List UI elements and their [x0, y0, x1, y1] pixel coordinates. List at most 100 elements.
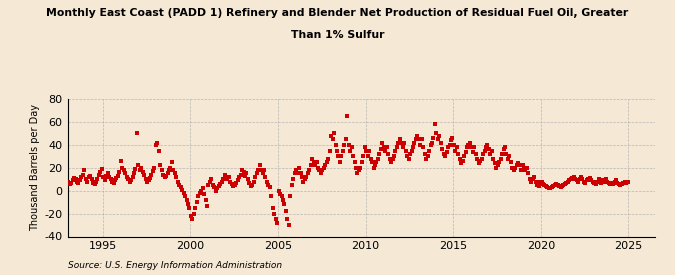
Point — [88, 180, 99, 185]
Point — [171, 175, 182, 179]
Point — [359, 145, 370, 149]
Point — [576, 175, 587, 179]
Point — [370, 163, 381, 168]
Point — [614, 182, 624, 186]
Point — [196, 188, 207, 193]
Point — [469, 145, 480, 149]
Point — [97, 167, 107, 171]
Point — [552, 183, 563, 187]
Point — [495, 156, 506, 161]
Point — [452, 145, 462, 149]
Point — [240, 174, 250, 178]
Point — [305, 163, 316, 168]
Point — [213, 184, 224, 188]
Point — [103, 171, 113, 176]
Point — [177, 187, 188, 192]
Point — [497, 152, 508, 156]
Point — [522, 166, 533, 170]
Point — [304, 168, 315, 172]
Point — [615, 183, 626, 187]
Point — [393, 140, 404, 145]
Point — [384, 156, 395, 161]
Point — [168, 168, 179, 172]
Point — [215, 182, 225, 186]
Point — [483, 147, 494, 152]
Point — [302, 171, 313, 176]
Point — [404, 152, 415, 156]
Point — [377, 140, 387, 145]
Point — [443, 145, 454, 149]
Point — [466, 145, 477, 149]
Point — [585, 176, 595, 180]
Point — [207, 183, 218, 187]
Point — [549, 183, 560, 187]
Point — [252, 168, 263, 172]
Point — [603, 180, 614, 185]
Point — [429, 122, 440, 127]
Point — [310, 163, 321, 168]
Point — [621, 180, 632, 185]
Point — [383, 152, 394, 156]
Point — [230, 183, 240, 187]
Point — [187, 217, 198, 222]
Y-axis label: Thousand Barrels per Day: Thousand Barrels per Day — [30, 104, 40, 231]
Point — [589, 180, 599, 185]
Point — [375, 147, 386, 152]
Point — [308, 160, 319, 164]
Point — [329, 131, 340, 136]
Point — [453, 152, 464, 156]
Point — [406, 148, 417, 153]
Point — [344, 143, 354, 147]
Point — [68, 178, 78, 183]
Point — [409, 140, 420, 145]
Point — [298, 179, 309, 184]
Point — [132, 131, 142, 136]
Point — [408, 145, 418, 149]
Point — [338, 148, 348, 153]
Point — [380, 148, 391, 153]
Point — [416, 137, 427, 141]
Point — [425, 143, 436, 147]
Point — [300, 177, 310, 182]
Point — [533, 184, 544, 188]
Point — [346, 145, 357, 149]
Point — [424, 148, 435, 153]
Point — [463, 143, 474, 147]
Point — [577, 177, 588, 182]
Point — [402, 154, 412, 158]
Point — [592, 179, 603, 184]
Point — [387, 156, 398, 161]
Point — [470, 152, 481, 156]
Text: Source: U.S. Energy Information Administration: Source: U.S. Energy Information Administ… — [68, 260, 281, 270]
Point — [259, 168, 269, 172]
Point — [602, 179, 613, 184]
Point — [542, 185, 553, 189]
Point — [269, 211, 279, 216]
Point — [336, 154, 347, 158]
Point — [254, 163, 265, 168]
Point — [339, 143, 350, 147]
Point — [535, 179, 545, 184]
Point — [608, 182, 618, 186]
Point — [101, 174, 111, 178]
Point — [133, 163, 144, 168]
Point — [109, 178, 120, 183]
Point — [479, 148, 490, 153]
Point — [478, 152, 489, 156]
Point — [545, 186, 556, 191]
Point — [92, 177, 103, 182]
Point — [551, 182, 562, 186]
Point — [65, 180, 76, 185]
Point — [510, 166, 520, 170]
Point — [419, 152, 430, 156]
Point — [345, 148, 356, 153]
Point — [151, 143, 161, 147]
Point — [161, 174, 171, 178]
Point — [557, 184, 568, 188]
Point — [72, 179, 82, 184]
Point — [574, 177, 585, 182]
Point — [558, 183, 569, 187]
Point — [143, 178, 154, 183]
Point — [165, 166, 176, 170]
Point — [157, 168, 167, 172]
